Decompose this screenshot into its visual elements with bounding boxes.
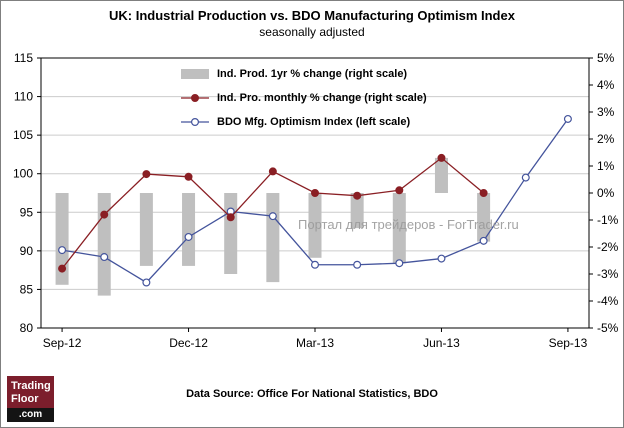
logo-line3: .com: [7, 408, 54, 423]
chart-title: UK: Industrial Production vs. BDO Manufa…: [109, 8, 515, 23]
svg-text:90: 90: [20, 244, 34, 258]
svg-text:Sep-13: Sep-13: [549, 336, 588, 350]
legend-label-optimism: BDO Mfg. Optimism Index (left scale): [217, 115, 411, 128]
chart-subtitle: seasonally adjusted: [259, 25, 365, 39]
optimism-line-series: [58, 114, 572, 287]
svg-text:0%: 0%: [597, 186, 615, 200]
logo-top: Trading Floor: [7, 376, 54, 409]
legend-swatch-optimism: [181, 116, 209, 128]
svg-text:Jun-13: Jun-13: [423, 336, 460, 350]
legend-item-monthly: Ind. Pro. monthly % change (right scale): [181, 91, 427, 104]
watermark-text: Портал для трейдеров - ForTrader.ru: [298, 217, 519, 232]
tradingfloor-logo: Trading Floor .com: [7, 376, 54, 423]
legend-item-optimism: BDO Mfg. Optimism Index (left scale): [181, 115, 427, 128]
svg-text:-1%: -1%: [597, 213, 619, 227]
svg-text:85: 85: [20, 282, 34, 296]
logo-line2: Floor: [11, 392, 39, 405]
svg-text:110: 110: [14, 90, 33, 104]
logo-line1: Trading: [11, 380, 51, 392]
svg-text:-4%: -4%: [597, 294, 619, 308]
svg-text:-3%: -3%: [597, 267, 619, 281]
legend-swatch-monthly: [181, 92, 209, 104]
title-block: UK: Industrial Production vs. BDO Manufa…: [1, 8, 623, 39]
svg-text:-2%: -2%: [597, 240, 619, 254]
axis-labels: 80 85 90 95 100 105 110 115 -5% -4% -3% -2% -1% 0% 1% 2…: [13, 51, 619, 350]
svg-text:2%: 2%: [597, 132, 615, 146]
svg-text:4%: 4%: [597, 78, 615, 92]
svg-text:105: 105: [13, 128, 33, 142]
svg-text:95: 95: [20, 205, 34, 219]
svg-text:Dec-12: Dec-12: [169, 336, 208, 350]
svg-text:115: 115: [14, 51, 33, 65]
svg-text:100: 100: [13, 167, 33, 181]
svg-text:Mar-13: Mar-13: [296, 336, 334, 350]
legend-item-bars: Ind. Prod. 1yr % change (right scale): [181, 67, 427, 80]
svg-text:80: 80: [20, 321, 34, 335]
svg-text:5%: 5%: [597, 51, 615, 65]
svg-text:3%: 3%: [597, 105, 615, 119]
monthly-change-line-series: [58, 153, 488, 273]
legend: Ind. Prod. 1yr % change (right scale) In…: [181, 67, 427, 139]
legend-label-monthly: Ind. Pro. monthly % change (right scale): [217, 91, 427, 104]
svg-text:1%: 1%: [597, 159, 615, 173]
legend-label-bars: Ind. Prod. 1yr % change (right scale): [217, 67, 408, 80]
data-source-text: Data Source: Office For National Statist…: [186, 388, 438, 400]
chart-canvas: 80 85 90 95 100 105 110 115 -5% -4% -3% -2% -1% 0% 1% 2…: [13, 51, 619, 350]
legend-swatch-bar: [181, 68, 209, 79]
svg-text:-5%: -5%: [597, 321, 619, 335]
svg-text:Sep-12: Sep-12: [43, 336, 82, 350]
